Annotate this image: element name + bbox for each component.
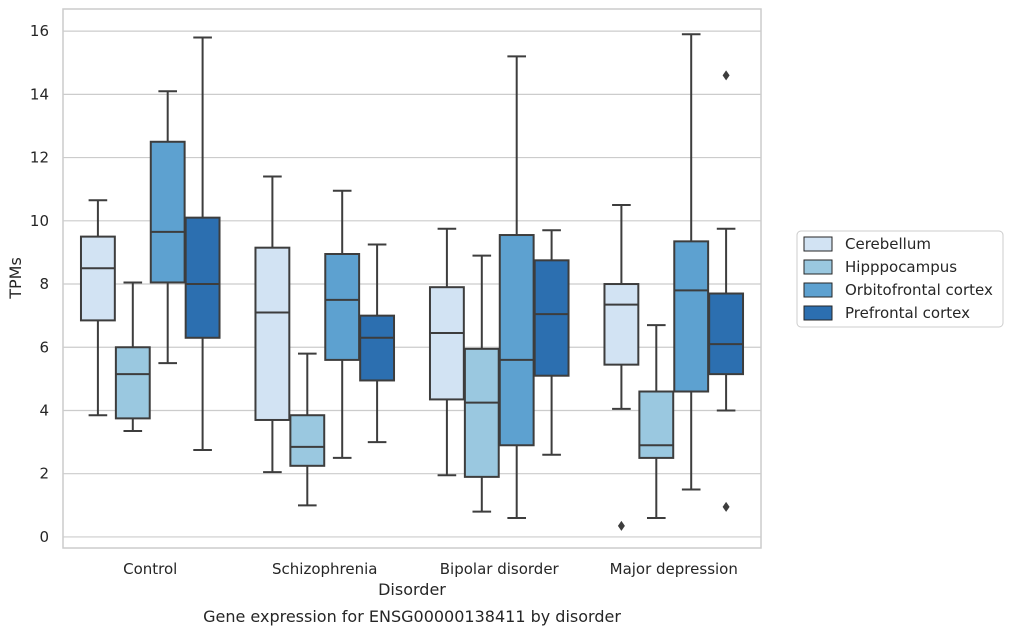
box-body: [254, 246, 291, 421]
x-tick-label: Major depression: [610, 560, 738, 578]
outlier-point: [722, 70, 730, 81]
x-tick-label: Bipolar disorder: [440, 560, 560, 578]
x-tick-labels: Control Schizophrenia Bipolar disorder Majo…: [123, 560, 738, 578]
legend-frame: [796, 230, 1004, 328]
y-tick-label: 16: [30, 22, 49, 40]
box: [359, 243, 396, 444]
box: [463, 254, 500, 513]
x-tick-label: Control: [123, 560, 177, 578]
box-body: [428, 286, 465, 401]
box-body: [498, 234, 535, 447]
box-body: [708, 292, 745, 376]
box: [428, 227, 465, 477]
box-body: [463, 347, 500, 478]
box: [673, 33, 710, 491]
box-body: [79, 235, 116, 322]
legend: Cerebellum Hipppocampus Orbitofrontal cort…: [796, 230, 1004, 328]
box-body: [673, 240, 710, 393]
y-axis-label: TPMs: [6, 257, 25, 300]
series-group: [114, 254, 675, 519]
y-tick-label: 0: [39, 528, 49, 546]
box-body: [289, 414, 326, 467]
y-tick-label: 8: [39, 275, 49, 293]
box: [254, 175, 291, 474]
y-tick-label: 4: [39, 401, 49, 419]
box: [498, 55, 535, 519]
figure-caption: Gene expression for ENSG00000138411 by d…: [203, 607, 621, 626]
series-group: [149, 33, 710, 519]
box: [324, 189, 361, 459]
legend-label: Orbitofrontal cortex: [845, 281, 993, 299]
outlier-point: [722, 501, 730, 512]
y-tick-label: 10: [30, 212, 49, 230]
x-tick-label: Schizophrenia: [272, 560, 377, 578]
series-group: [184, 36, 745, 512]
y-tick-label: 6: [39, 338, 49, 356]
outlier-point: [617, 520, 625, 531]
legend-swatch: [803, 282, 833, 298]
box: [603, 204, 640, 531]
legend-label: Hipppocampus: [845, 258, 957, 276]
legend-swatch: [803, 236, 833, 252]
box-body: [149, 140, 186, 284]
y-tick-label: 14: [30, 85, 49, 103]
y-tick-labels: 0 2 4 6 8 10 12 14 16: [30, 22, 49, 546]
series-group: [79, 175, 640, 531]
y-tick-label: 2: [39, 465, 49, 483]
legend-label: Prefrontal cortex: [845, 304, 970, 322]
legend-swatch: [803, 305, 833, 321]
box: [79, 199, 116, 417]
box: [184, 36, 221, 451]
box-body: [638, 390, 675, 459]
box: [533, 229, 570, 456]
y-tick-label: 12: [30, 149, 49, 167]
box: [114, 281, 151, 433]
box-body: [359, 314, 396, 382]
box-body: [603, 283, 640, 366]
x-axis-label: Disorder: [378, 580, 446, 599]
box-series-layer: [79, 33, 745, 531]
box-body: [184, 216, 221, 339]
box: [638, 324, 675, 519]
box-body: [533, 259, 570, 377]
box-body: [114, 346, 151, 420]
legend-swatch: [803, 259, 833, 275]
plot-frame: [62, 8, 762, 549]
box-body: [324, 253, 361, 361]
legend-label: Cerebellum: [845, 235, 931, 253]
box: [289, 352, 326, 507]
box: [708, 70, 745, 512]
box: [149, 90, 186, 365]
